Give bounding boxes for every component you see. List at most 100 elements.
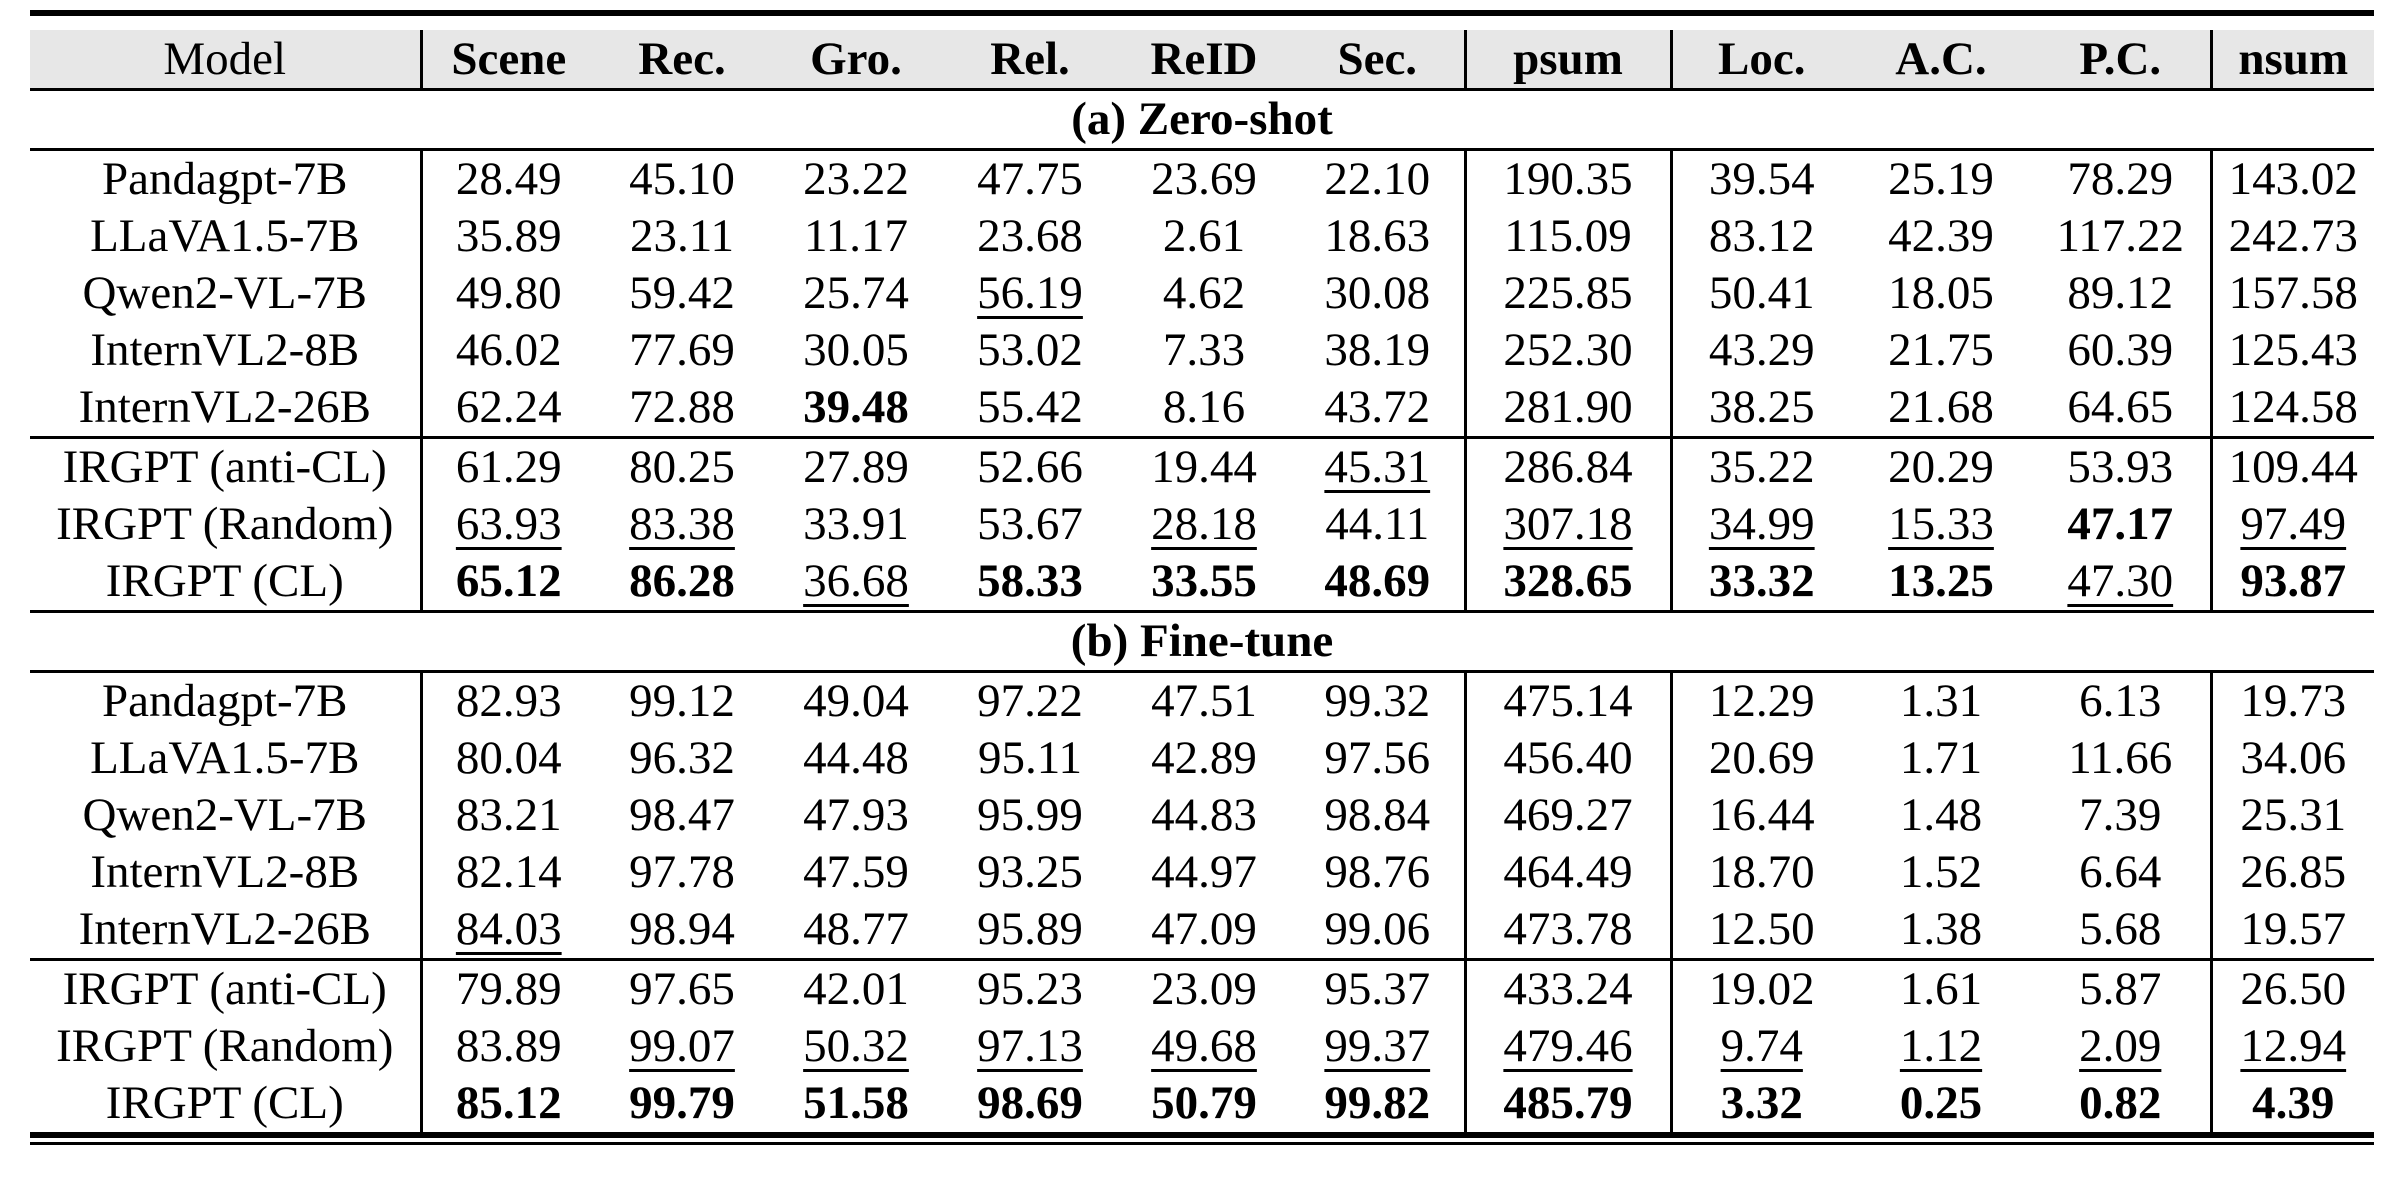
value-text: 7.33 bbox=[1162, 324, 1246, 376]
model-name-cell: Pandagpt-7B bbox=[102, 153, 348, 205]
value-text: 95.23 bbox=[977, 963, 1083, 1015]
value-cell: 286.84 bbox=[1463, 436, 1671, 496]
section-header-row: (a) Zero-shot bbox=[30, 88, 2374, 151]
value-cell: 47.93 bbox=[769, 787, 943, 844]
value-cell: 98.76 bbox=[1291, 844, 1465, 901]
value-cell: 18.70 bbox=[1669, 844, 1851, 901]
value-text: 85.12 bbox=[455, 1077, 562, 1129]
model-name-cell: Pandagpt-7B bbox=[102, 675, 348, 727]
value-cell: 43.72 bbox=[1291, 379, 1465, 438]
table-row-internvl2-26b: InternVL2-26B 62.24 72.88 39.48 55.42 8.16 43.… bbox=[30, 379, 2374, 438]
value-text: 16.44 bbox=[1708, 789, 1815, 841]
value-cell: 23.11 bbox=[595, 208, 769, 265]
value-text: 44.11 bbox=[1325, 498, 1430, 550]
value-cell: 51.58 bbox=[769, 1075, 943, 1132]
value-cell: 42.39 bbox=[1851, 208, 2031, 265]
value-text: 98.47 bbox=[629, 789, 735, 841]
value-text: 30.05 bbox=[803, 324, 909, 376]
value-text: 53.02 bbox=[977, 324, 1083, 376]
value-cell: 9.74 bbox=[1669, 1018, 1851, 1075]
value-text: 23.11 bbox=[629, 210, 734, 262]
value-cell: 4.62 bbox=[1117, 265, 1291, 322]
value-text: 0.82 bbox=[2079, 1077, 2162, 1129]
column-header-psum: psum bbox=[1463, 30, 1671, 91]
table-row-qwen2-vl-7b: Qwen2-VL-7B 83.21 98.47 47.93 95.99 44.83 98.8… bbox=[30, 787, 2374, 844]
value-cell: 27.89 bbox=[769, 436, 943, 496]
value-cell: 124.58 bbox=[2209, 379, 2374, 438]
model-name-cell: IRGPT (CL) bbox=[105, 1077, 344, 1129]
value-text: 28.49 bbox=[455, 153, 562, 205]
model-name-cell: IRGPT (CL) bbox=[105, 555, 344, 607]
value-text: 22.10 bbox=[1324, 153, 1431, 205]
table-header-row: Model Scene Rec. Gro. Rel. ReID Sec. psum Loc. A.… bbox=[30, 30, 2374, 91]
column-header-rel: Rel. bbox=[943, 30, 1117, 91]
value-cell: 98.94 bbox=[595, 901, 769, 960]
value-cell: 1.31 bbox=[1851, 672, 2031, 731]
value-text: 44.97 bbox=[1151, 846, 1257, 898]
value-cell: 83.89 bbox=[419, 1018, 595, 1075]
value-cell: 55.42 bbox=[943, 379, 1117, 438]
value-text: 49.04 bbox=[803, 675, 909, 727]
value-cell: 18.05 bbox=[1851, 265, 2031, 322]
value-text: 157.58 bbox=[2228, 267, 2358, 319]
value-cell: 13.25 bbox=[1851, 553, 2031, 612]
value-text: 1.48 bbox=[1899, 789, 1983, 841]
value-text: 23.22 bbox=[803, 153, 909, 205]
value-cell: 43.29 bbox=[1669, 322, 1851, 379]
value-text: 52.66 bbox=[977, 441, 1083, 493]
value-cell: 125.43 bbox=[2209, 322, 2374, 379]
value-text: 109.44 bbox=[2228, 441, 2358, 493]
value-text: 51.58 bbox=[803, 1077, 909, 1129]
value-cell: 48.77 bbox=[769, 901, 943, 960]
value-text: 79.89 bbox=[455, 963, 562, 1015]
table-row-irgpt-anti-cl: IRGPT (anti-CL) 79.89 97.65 42.01 95.23 23.09… bbox=[30, 958, 2374, 1018]
value-text: 28.18 bbox=[1151, 498, 1257, 550]
value-text: 225.85 bbox=[1503, 267, 1633, 319]
value-text: 42.89 bbox=[1151, 732, 1257, 784]
section-header-row: (b) Fine-tune bbox=[30, 610, 2374, 673]
column-header-reid: ReID bbox=[1117, 30, 1291, 91]
value-text: 56.19 bbox=[977, 267, 1083, 319]
value-cell: 44.11 bbox=[1291, 496, 1465, 553]
value-text: 1.38 bbox=[1899, 903, 1983, 955]
value-cell: 45.31 bbox=[1291, 436, 1465, 496]
value-text: 47.17 bbox=[2067, 498, 2174, 550]
value-text: 80.04 bbox=[455, 732, 562, 784]
value-text: 47.75 bbox=[977, 153, 1083, 205]
value-text: 12.50 bbox=[1708, 903, 1815, 955]
value-cell: 95.11 bbox=[943, 730, 1117, 787]
value-cell: 64.65 bbox=[2031, 379, 2211, 438]
value-cell: 82.14 bbox=[419, 844, 595, 901]
value-text: 48.69 bbox=[1324, 555, 1431, 607]
value-text: 6.64 bbox=[2079, 846, 2162, 898]
value-text: 190.35 bbox=[1503, 153, 1633, 205]
value-cell: 83.38 bbox=[595, 496, 769, 553]
value-text: 83.89 bbox=[455, 1020, 562, 1072]
value-cell: 99.82 bbox=[1291, 1075, 1465, 1132]
value-text: 21.68 bbox=[1888, 381, 1994, 433]
value-text: 479.46 bbox=[1503, 1020, 1633, 1072]
value-text: 61.29 bbox=[455, 441, 562, 493]
value-cell: 190.35 bbox=[1463, 149, 1671, 208]
value-cell: 33.91 bbox=[769, 496, 943, 553]
table-row-qwen2-vl-7b: Qwen2-VL-7B 49.80 59.42 25.74 56.19 4.62 30.08… bbox=[30, 265, 2374, 322]
value-text: 97.56 bbox=[1324, 732, 1431, 784]
model-name-cell: LLaVA1.5-7B bbox=[90, 732, 360, 784]
value-text: 19.57 bbox=[2240, 903, 2347, 955]
value-cell: 433.24 bbox=[1463, 958, 1671, 1018]
value-cell: 30.08 bbox=[1291, 265, 1465, 322]
value-cell: 99.06 bbox=[1291, 901, 1465, 960]
value-text: 49.80 bbox=[455, 267, 562, 319]
value-text: 4.39 bbox=[2252, 1077, 2335, 1129]
value-cell: 97.56 bbox=[1291, 730, 1465, 787]
value-cell: 11.17 bbox=[769, 208, 943, 265]
value-cell: 1.12 bbox=[1851, 1018, 2031, 1075]
column-header-gro: Gro. bbox=[769, 30, 943, 91]
value-text: 97.13 bbox=[977, 1020, 1083, 1072]
value-cell: 0.25 bbox=[1851, 1075, 2031, 1132]
value-cell: 35.22 bbox=[1669, 436, 1851, 496]
value-text: 98.94 bbox=[629, 903, 735, 955]
value-text: 44.83 bbox=[1151, 789, 1257, 841]
value-text: 19.02 bbox=[1708, 963, 1815, 1015]
value-cell: 19.73 bbox=[2209, 671, 2374, 730]
